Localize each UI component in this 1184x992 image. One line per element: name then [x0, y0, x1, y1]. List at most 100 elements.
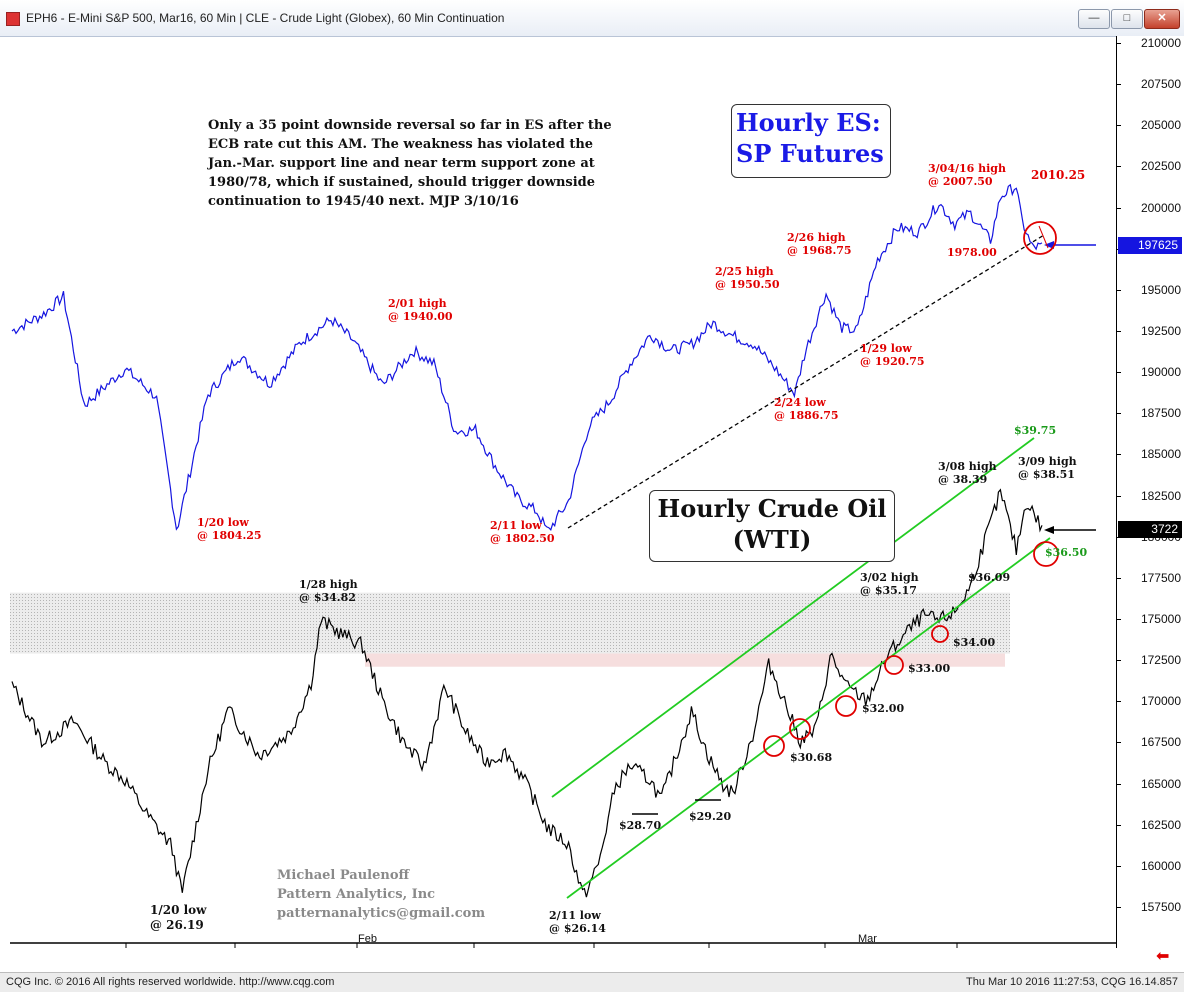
es-annotation: 2/25 high @ 1950.50 [715, 265, 780, 291]
y-tick-label: 175000 [1140, 612, 1181, 626]
crude-annotation: $34.00 [953, 636, 996, 649]
y-tick [1117, 824, 1121, 826]
crude-annotation: 3/09 high @ $38.51 [1018, 455, 1077, 481]
y-tick [1117, 783, 1121, 785]
y-tick [1117, 577, 1121, 579]
y-tick-label: 182500 [1140, 488, 1181, 503]
y-tick [1117, 619, 1121, 620]
title-bar: EPH6 - E-Mini S&P 500, Mar16, 60 Min | C… [0, 0, 1184, 37]
y-tick-label: 202500 [1140, 159, 1181, 174]
y-tick [1117, 454, 1121, 456]
crude-channel-upper [551, 437, 1035, 798]
crude-arrowhead [1044, 526, 1054, 534]
y-tick-label: 195000 [1140, 282, 1181, 297]
y-tick [1117, 372, 1121, 374]
scroll-right-icon[interactable]: ⬅ [1156, 948, 1170, 965]
y-tick-label: 187500 [1140, 406, 1181, 421]
es-annotation: 2/24 low @ 1886.75 [774, 396, 839, 422]
es-support-trendline [567, 234, 1045, 529]
y-tick-label: 167500 [1140, 735, 1181, 750]
crude-last-price-tag: 3722 [1118, 521, 1182, 538]
y-tick-label: 207500 [1140, 77, 1181, 92]
y-tick-label: 170000 [1140, 694, 1181, 709]
status-bar: CQG Inc. © 2016 All rights reserved worl… [0, 972, 1184, 992]
y-tick-label: 160000 [1140, 858, 1181, 873]
es-annotation: 2/26 high @ 1968.75 [787, 231, 852, 257]
y-tick [1117, 660, 1121, 662]
es-arrowhead [1044, 241, 1054, 249]
crude-annotation: $30.68 [790, 751, 833, 764]
crude-annotation: $32.00 [862, 702, 905, 715]
crude-annotation: 3/08 high @ 38.39 [938, 460, 997, 486]
es-last-price-tag: 197625 [1118, 237, 1182, 254]
highlight-circle [1033, 541, 1059, 567]
price-axis[interactable]: 2100002075002050002025002000001975001950… [1116, 36, 1184, 948]
y-tick-label: 205000 [1140, 118, 1181, 133]
y-tick [1117, 495, 1121, 497]
crude-annotation: 3/02 high @ $35.17 [860, 571, 919, 597]
y-tick-label: 200000 [1140, 200, 1181, 215]
support-zone-lower [365, 653, 1005, 667]
crude-annotation: $36.09 [968, 571, 1011, 584]
crude-annotation: $33.00 [908, 662, 951, 675]
highlight-circle [884, 655, 904, 675]
highlight-circle [931, 625, 949, 643]
x-month-label: Mar [858, 933, 877, 945]
es-pointer [1038, 225, 1049, 249]
y-tick-label: 165000 [1140, 776, 1181, 791]
es-annotation: 1/29 low @ 1920.75 [860, 342, 925, 368]
x-month-label: Feb [358, 933, 377, 945]
crude-annotation: $39.75 [1014, 424, 1057, 437]
y-tick-label: 172500 [1140, 653, 1181, 668]
y-tick [1117, 701, 1121, 703]
crude-title-box: Hourly Crude Oil (WTI) [649, 490, 895, 562]
highlight-circle [789, 718, 811, 740]
y-tick [1117, 331, 1121, 332]
chart-area[interactable]: 192501081622296 - 17:00FebMar [10, 36, 1116, 960]
highlight-circle [1023, 221, 1057, 255]
y-tick [1117, 865, 1121, 867]
crude-channel-lower [566, 537, 1051, 899]
y-tick [1117, 413, 1121, 415]
highlight-circle [835, 695, 857, 717]
commentary-text: Only a 35 point downside reversal so far… [208, 118, 612, 209]
app-icon [6, 12, 20, 26]
copyright-text: CQG Inc. © 2016 All rights reserved worl… [6, 976, 335, 988]
highlight-circle [763, 735, 785, 757]
es-annotation: 3/04/16 high @ 2007.50 [928, 162, 1006, 188]
maximize-button[interactable]: □ [1111, 9, 1143, 29]
author-credit: Michael Paulenoff Pattern Analytics, Inc… [277, 868, 486, 921]
price-plot: 192501081622296 - 17:00FebMar [10, 183, 1116, 960]
y-tick-label: 185000 [1140, 447, 1181, 462]
y-tick [1117, 289, 1121, 291]
timestamp-text: Thu Mar 10 2016 11:27:53, CQG 16.14.857 [966, 976, 1178, 988]
close-button[interactable]: ✕ [1144, 9, 1180, 29]
es-annotation: 2/11 low @ 1802.50 [490, 519, 555, 545]
y-tick [1117, 166, 1121, 168]
window-title: EPH6 - E-Mini S&P 500, Mar16, 60 Min | C… [26, 11, 505, 25]
es-title-box: Hourly ES: SP Futures [731, 104, 891, 178]
es-annotation: 1/20 low @ 1804.25 [197, 516, 262, 542]
crude-price-line [11, 488, 1043, 898]
y-tick-label: 177500 [1140, 570, 1181, 585]
crude-annotation: 1/28 high @ $34.82 [299, 578, 358, 604]
minimize-button[interactable]: — [1078, 9, 1110, 29]
es-annotation: 2010.25 [1031, 168, 1086, 182]
es-price-line [11, 183, 1043, 531]
y-tick-label: 192500 [1140, 324, 1181, 338]
y-tick [1117, 125, 1121, 127]
es-annotation: 2/01 high @ 1940.00 [388, 297, 453, 323]
es-annotation: 1978.00 [947, 246, 997, 259]
crude-annotation: 2/11 low @ $26.14 [549, 909, 606, 935]
support-zone [10, 592, 1010, 654]
y-tick [1117, 84, 1121, 86]
y-tick-label: 162500 [1140, 817, 1181, 832]
y-tick-label: 190000 [1140, 365, 1181, 380]
y-tick-label: 157500 [1140, 900, 1181, 914]
crude-annotation: 1/20 low @ 26.19 [150, 903, 207, 932]
y-tick [1117, 43, 1121, 44]
y-tick [1117, 907, 1121, 908]
y-tick [1117, 742, 1121, 744]
crude-annotation: $29.20 [689, 810, 732, 823]
y-tick-label: 210000 [1140, 36, 1181, 50]
